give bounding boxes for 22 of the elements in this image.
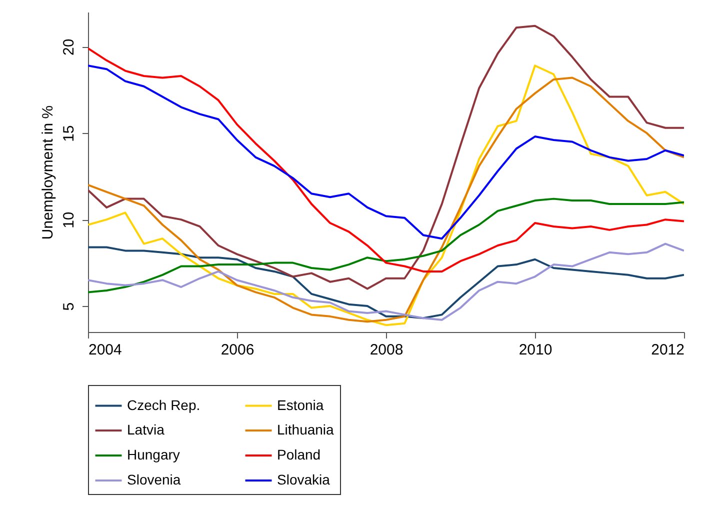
y-tick-label: 10 bbox=[60, 212, 78, 228]
x-tick-label: 2010 bbox=[518, 342, 552, 358]
x-tick-label: 2008 bbox=[370, 342, 404, 358]
legend-label: Estonia bbox=[277, 396, 324, 413]
legend-label: Hungary bbox=[127, 446, 180, 462]
legend-label: Slovenia bbox=[127, 472, 181, 488]
line-series bbox=[88, 47, 684, 272]
y-tick-label: 15 bbox=[60, 125, 78, 142]
legend-label: Czech Rep. bbox=[127, 396, 200, 413]
line-series bbox=[88, 24, 684, 290]
x-tick-label: 2006 bbox=[220, 342, 254, 358]
x-tick-label: 2004 bbox=[88, 342, 122, 358]
y-axis-title: Unemployment in % bbox=[40, 105, 56, 240]
legend-label: Lithuania bbox=[277, 422, 334, 438]
legend-label: Slovakia bbox=[277, 472, 330, 488]
y-tick-label: 5 bbox=[60, 302, 78, 311]
legend-label: Poland bbox=[277, 446, 321, 462]
line-series bbox=[88, 64, 684, 240]
y-tick-label: 20 bbox=[60, 38, 78, 56]
line-series bbox=[88, 198, 684, 294]
legend-label: Latvia bbox=[127, 422, 165, 438]
x-tick-label: 2012 bbox=[651, 342, 684, 358]
